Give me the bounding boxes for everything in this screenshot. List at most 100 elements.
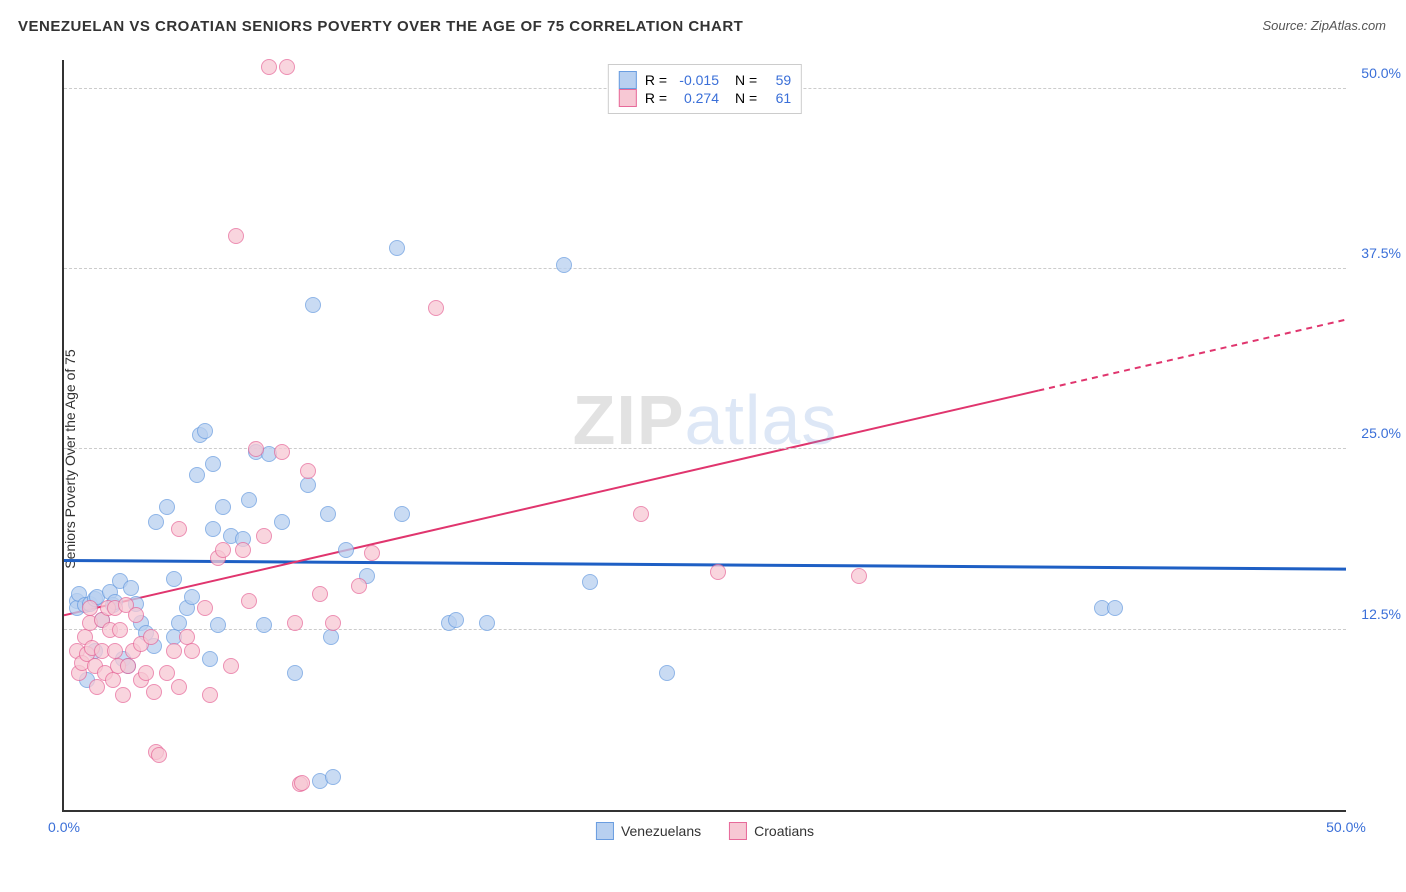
data-point-venezuelans (300, 477, 316, 493)
data-point-croatians (274, 444, 290, 460)
data-point-croatians (128, 607, 144, 623)
data-point-croatians (115, 687, 131, 703)
data-point-venezuelans (210, 617, 226, 633)
data-point-croatians (256, 528, 272, 544)
data-point-venezuelans (582, 574, 598, 590)
data-point-venezuelans (389, 240, 405, 256)
data-point-croatians (146, 684, 162, 700)
data-point-venezuelans (256, 617, 272, 633)
y-tick-label: 50.0% (1361, 65, 1401, 81)
data-point-venezuelans (215, 499, 231, 515)
data-point-croatians (287, 615, 303, 631)
data-point-venezuelans (123, 580, 139, 596)
legend-swatch-icon (619, 89, 637, 107)
legend-n-value: 59 (765, 72, 791, 88)
legend-r-label: R = (645, 90, 667, 106)
watermark-zip: ZIP (573, 381, 685, 459)
x-tick-label: 0.0% (48, 819, 80, 835)
y-tick-label: 37.5% (1361, 245, 1401, 261)
data-point-venezuelans (148, 514, 164, 530)
series-swatch-icon (729, 822, 747, 840)
trend-lines-svg (64, 60, 1346, 810)
legend-r-value: 0.274 (675, 90, 719, 106)
series-legend-item-venezuelans: Venezuelans (596, 822, 701, 840)
data-point-venezuelans (305, 297, 321, 313)
legend-r-label: R = (645, 72, 667, 88)
data-point-croatians (159, 665, 175, 681)
data-point-croatians (294, 775, 310, 791)
chart-container: VENEZUELAN VS CROATIAN SENIORS POVERTY O… (0, 0, 1406, 892)
data-point-croatians (166, 643, 182, 659)
data-point-croatians (710, 564, 726, 580)
data-point-croatians (261, 59, 277, 75)
series-label: Venezuelans (621, 823, 701, 839)
data-point-venezuelans (394, 506, 410, 522)
legend-n-label: N = (735, 72, 757, 88)
data-point-croatians (633, 506, 649, 522)
data-point-croatians (248, 441, 264, 457)
legend-swatch-icon (619, 71, 637, 89)
data-point-croatians (223, 658, 239, 674)
data-point-croatians (325, 615, 341, 631)
legend-n-value: 61 (765, 90, 791, 106)
data-point-venezuelans (323, 629, 339, 645)
data-point-venezuelans (159, 499, 175, 515)
y-tick-label: 12.5% (1361, 606, 1401, 622)
data-point-croatians (171, 521, 187, 537)
legend-r-value: -0.015 (675, 72, 719, 88)
series-legend: Venezuelans Croatians (596, 822, 814, 840)
data-point-croatians (215, 542, 231, 558)
data-point-croatians (138, 665, 154, 681)
legend-row-croatians: R = 0.274 N = 61 (619, 89, 791, 107)
series-swatch-icon (596, 822, 614, 840)
data-point-venezuelans (205, 521, 221, 537)
watermark-atlas: atlas (685, 381, 838, 459)
y-tick-label: 25.0% (1361, 425, 1401, 441)
data-point-croatians (300, 463, 316, 479)
data-point-croatians (112, 622, 128, 638)
plot-area: ZIPatlas R =-0.015N =59R =0.274N =61 Ven… (62, 60, 1346, 812)
data-point-croatians (171, 679, 187, 695)
data-point-venezuelans (479, 615, 495, 631)
data-point-venezuelans (338, 542, 354, 558)
data-point-venezuelans (274, 514, 290, 530)
correlation-legend: R = -0.015 N = 59 R = 0.274 N = 61 (608, 64, 802, 114)
data-point-venezuelans (659, 665, 675, 681)
chart-wrap: Seniors Poverty Over the Age of 75 ZIPat… (50, 60, 1346, 842)
data-point-croatians (89, 679, 105, 695)
data-point-croatians (143, 629, 159, 645)
legend-row-venezuelans: R = -0.015 N = 59 (619, 71, 791, 89)
data-point-croatians (351, 578, 367, 594)
data-point-croatians (851, 568, 867, 584)
data-point-venezuelans (1107, 600, 1123, 616)
data-point-venezuelans (197, 423, 213, 439)
data-point-croatians (235, 542, 251, 558)
data-point-croatians (312, 586, 328, 602)
source-label: Source: ZipAtlas.com (1262, 18, 1386, 33)
chart-title: VENEZUELAN VS CROATIAN SENIORS POVERTY O… (18, 18, 743, 35)
data-point-venezuelans (189, 467, 205, 483)
legend-n-label: N = (735, 90, 757, 106)
data-point-venezuelans (205, 456, 221, 472)
data-point-croatians (105, 672, 121, 688)
data-point-croatians (228, 228, 244, 244)
data-point-venezuelans (202, 651, 218, 667)
data-point-venezuelans (320, 506, 336, 522)
data-point-croatians (279, 59, 295, 75)
x-tick-label: 50.0% (1326, 819, 1366, 835)
data-point-croatians (197, 600, 213, 616)
data-point-croatians (202, 687, 218, 703)
gridline-h (64, 268, 1346, 269)
series-label: Croatians (754, 823, 814, 839)
data-point-croatians (120, 658, 136, 674)
data-point-venezuelans (287, 665, 303, 681)
data-point-croatians (364, 545, 380, 561)
data-point-croatians (151, 747, 167, 763)
series-legend-item-croatians: Croatians (729, 822, 814, 840)
data-point-venezuelans (325, 769, 341, 785)
data-point-croatians (241, 593, 257, 609)
data-point-venezuelans (448, 612, 464, 628)
data-point-venezuelans (241, 492, 257, 508)
data-point-croatians (428, 300, 444, 316)
data-point-croatians (184, 643, 200, 659)
